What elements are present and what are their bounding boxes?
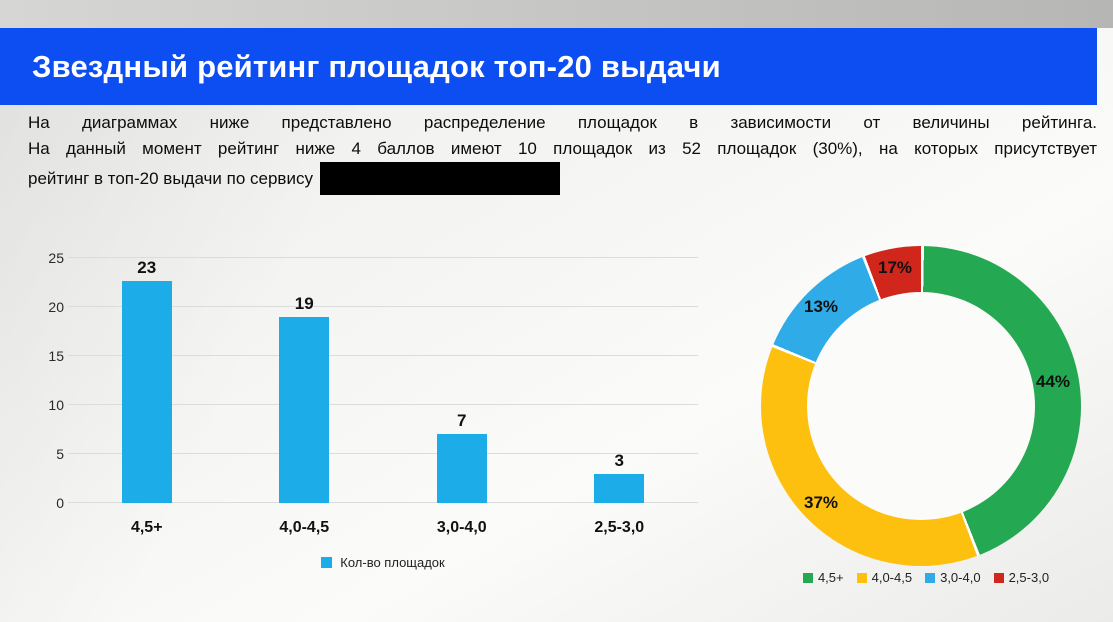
gridline [68,453,698,454]
bar-chart: 0 5 10 15 20 25 23 19 7 3 [40,250,700,570]
title-banner: Звездный рейтинг площадок топ-20 выдачи [0,28,1097,105]
paragraph-line-1: На диаграммах ниже представлено распреде… [28,113,1097,132]
bar [279,317,330,503]
y-axis-label: 0 [56,495,64,511]
bar-column: 23 [68,258,226,503]
bar-value-label: 7 [457,411,467,430]
bar-chart-legend: Кол-во площадок [68,555,698,570]
paragraph-line-3-text: рейтинг в топ-20 выдачи по сервису [28,169,313,188]
bar [121,281,172,503]
donut-legend: 4,5+ 4,0-4,5 3,0-4,0 2,5-3,0 [761,570,1091,585]
x-axis-label: 2,5-3,0 [594,519,645,536]
bar-column: 19 [226,258,384,503]
legend-swatch [802,572,813,583]
intro-paragraph: На диаграммах ниже представлено распреде… [28,110,1097,195]
legend-label: 4,5+ [817,570,844,585]
donut-chart: 44% 37% 13% 17% [761,246,1081,566]
y-axis-label: 25 [48,250,64,266]
bar-value-label: 23 [137,258,157,277]
bar-column: 7 [383,258,541,503]
bar [436,434,487,503]
x-axis-labels: 4,5+ 4,0-4,5 3,0-4,0 2,5-3,0 [68,503,698,537]
x-axis-label: 4,0-4,5 [279,519,330,536]
gridline [68,502,698,503]
donut-percent-label: 17% [877,258,913,277]
gridline [68,306,698,307]
legend-swatch [321,557,333,568]
donut-legend-item: 4,0-4,5 [856,570,913,585]
legend-label: 3,0-4,0 [940,570,981,585]
top-strip [0,0,1113,28]
x-axis-label: 3,0-4,0 [436,519,487,536]
bar [594,474,645,503]
y-axis-label: 15 [48,348,64,364]
donut-legend-item: 2,5-3,0 [993,570,1050,585]
donut-legend-item: 4,5+ [802,570,844,585]
legend-label: Кол-во площадок [340,555,445,570]
paragraph-line-2: На данный момент рейтинг ниже 4 баллов и… [28,139,1097,158]
bars: 23 19 7 3 [68,258,698,503]
legend-label: 4,0-4,5 [871,570,913,585]
donut-percent-label: 37% [803,493,839,512]
legend-label: 2,5-3,0 [1008,570,1050,585]
legend-swatch [993,572,1004,583]
donut-percent-label: 44% [1035,372,1071,391]
bar-chart-plot-area: 0 5 10 15 20 25 23 19 7 3 [48,250,698,511]
y-axis-label: 5 [56,446,64,462]
donut-percent-label: 13% [803,297,839,316]
bar-column: 3 [541,258,699,503]
x-axis-label: 4,5+ [130,519,163,536]
paragraph-line-3: рейтинг в топ-20 выдачи по сервису [28,162,1097,195]
y-axis-label: 20 [48,299,64,315]
gridline [68,355,698,356]
gridline [68,257,698,258]
legend-swatch [856,572,867,583]
legend-swatch [925,572,936,583]
gridline [68,404,698,405]
donut-legend-item: 3,0-4,0 [925,570,981,585]
redaction-box [319,162,560,195]
donut-hole [807,292,1035,520]
page-title: Звездный рейтинг площадок топ-20 выдачи [32,49,721,84]
y-axis-label: 10 [48,397,64,413]
bar-value-label: 19 [294,294,314,313]
bar-value-label: 3 [614,451,624,470]
